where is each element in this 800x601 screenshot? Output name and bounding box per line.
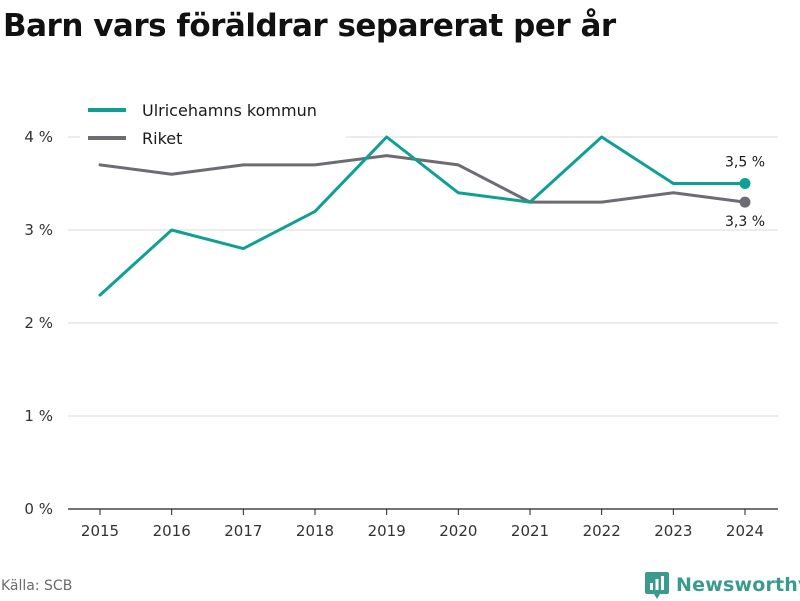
series-endpoints: 3,5 % 3,3 %: [725, 155, 765, 231]
x-tick-label: 2018: [296, 522, 334, 540]
newsworthy-logo-icon: [645, 572, 669, 599]
x-tick-label: 2017: [224, 522, 262, 540]
brand-name: Newsworthy: [676, 574, 800, 596]
x-tick-label: 2016: [153, 522, 191, 540]
legend-label: Riket: [142, 129, 182, 148]
x-tick-label: 2015: [81, 522, 119, 540]
chart-title: Barn vars föräldrar separerat per år: [3, 8, 616, 44]
y-tick-label: 3 %: [24, 221, 53, 239]
y-tick-label: 1 %: [24, 407, 53, 425]
x-tick-label: 2024: [726, 522, 764, 540]
y-tick-label: 0 %: [24, 500, 53, 518]
brand-logo[interactable]: Newsworthy: [644, 569, 800, 601]
series-end-point: [739, 178, 751, 189]
legend: Ulricehamns kommun Riket: [80, 96, 346, 152]
legend-label: Ulricehamns kommun: [142, 101, 317, 120]
legend-background: [80, 96, 346, 152]
y-axis-ticks: 0 % 1 % 2 % 3 % 4 %: [24, 128, 53, 518]
series-end-label: 3,5 %: [725, 155, 765, 171]
series-end-point: [739, 196, 751, 208]
x-axis-ticks: 2015 2016 2017 2018 2019 2020 2021 2022 2023 2024: [81, 509, 764, 540]
series-line: [98, 154, 747, 204]
x-tick-label: 2021: [511, 522, 549, 540]
x-tick-label: 2022: [583, 522, 621, 540]
x-tick-label: 2019: [368, 522, 406, 540]
gridlines: [68, 136, 778, 510]
series-end-label: 3,3 %: [725, 214, 765, 230]
y-tick-label: 4 %: [24, 128, 53, 146]
series-lines: [98, 135, 747, 297]
x-tick-label: 2023: [654, 522, 692, 540]
series-line: [98, 135, 747, 297]
y-tick-label: 2 %: [24, 314, 53, 332]
source-note: Källa: SCB: [1, 578, 73, 594]
x-tick-label: 2020: [439, 522, 477, 540]
